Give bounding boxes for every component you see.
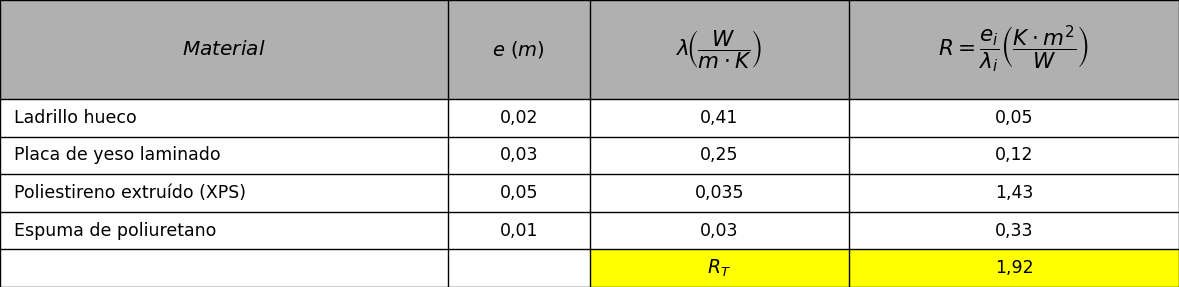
Bar [0, 174, 448, 212]
Bar [448, 174, 590, 212]
Bar [0, 212, 448, 249]
Text: Placa de yeso laminado: Placa de yeso laminado [14, 146, 220, 164]
Text: 0,01: 0,01 [500, 222, 538, 240]
Text: Ladrillo hueco: Ladrillo hueco [14, 109, 137, 127]
Text: 0,41: 0,41 [700, 109, 738, 127]
Text: 0,25: 0,25 [700, 146, 738, 164]
Text: 0,12: 0,12 [995, 146, 1033, 164]
Bar [448, 0, 590, 99]
Bar [590, 99, 849, 137]
Bar [590, 0, 849, 99]
Text: $\mathit{e}\ \mathit{(m)}$: $\mathit{e}\ \mathit{(m)}$ [493, 39, 545, 60]
Text: 0,33: 0,33 [995, 222, 1033, 240]
Bar [849, 0, 1179, 99]
Text: 0,03: 0,03 [700, 222, 738, 240]
Bar [448, 137, 590, 174]
Bar [448, 249, 590, 287]
Bar [0, 99, 448, 137]
Bar [590, 174, 849, 212]
Text: 0,05: 0,05 [995, 109, 1033, 127]
Text: 1,92: 1,92 [995, 259, 1033, 277]
Bar [0, 137, 448, 174]
Bar [0, 249, 448, 287]
Bar [849, 249, 1179, 287]
Bar [590, 212, 849, 249]
Bar [849, 137, 1179, 174]
Bar [849, 99, 1179, 137]
Text: Espuma de poliuretano: Espuma de poliuretano [14, 222, 217, 240]
Text: 1,43: 1,43 [995, 184, 1033, 202]
Bar [849, 174, 1179, 212]
Text: 0,05: 0,05 [500, 184, 538, 202]
Bar [849, 212, 1179, 249]
Text: $R_T$: $R_T$ [707, 257, 731, 279]
Text: $R = \dfrac{e_i}{\lambda_i}\left(\dfrac{K \cdot m^2}{W}\right)$: $R = \dfrac{e_i}{\lambda_i}\left(\dfrac{… [938, 24, 1089, 75]
Bar [590, 137, 849, 174]
Text: 0,035: 0,035 [694, 184, 744, 202]
Text: $\mathit{Material}$: $\mathit{Material}$ [183, 40, 265, 59]
Text: $\lambda\!\left(\dfrac{W}{m \cdot K}\right)$: $\lambda\!\left(\dfrac{W}{m \cdot K}\rig… [676, 28, 763, 71]
Text: 0,02: 0,02 [500, 109, 538, 127]
Bar [448, 212, 590, 249]
Bar [590, 249, 849, 287]
Bar [0, 0, 448, 99]
Bar [448, 99, 590, 137]
Text: 0,03: 0,03 [500, 146, 538, 164]
Text: Poliestireno extruído (XPS): Poliestireno extruído (XPS) [14, 184, 246, 202]
